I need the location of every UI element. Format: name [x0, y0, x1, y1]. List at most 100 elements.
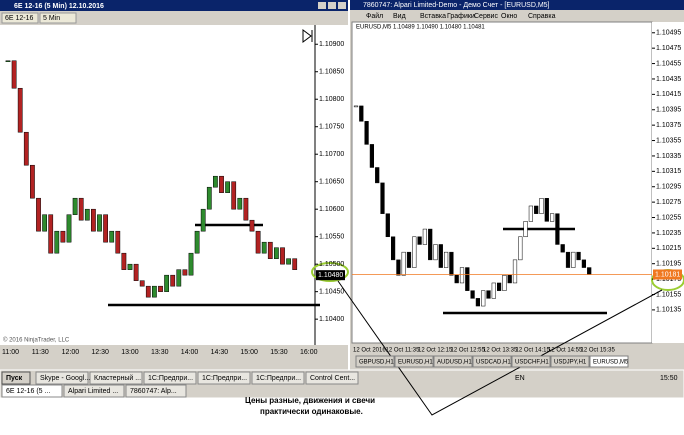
candle [255, 230, 261, 254]
x-tick-label: 11:00 [2, 349, 19, 356]
toolbar-button[interactable] [1, 12, 39, 24]
candle [560, 244, 565, 253]
candle [412, 236, 417, 268]
candle [158, 285, 163, 292]
x-tick-label: 12:00 [62, 349, 80, 356]
candle [5, 60, 11, 62]
toolbar-label: 5 Min [43, 15, 60, 22]
minimize-button[interactable] [318, 2, 326, 9]
start-label: Пуск [6, 375, 23, 382]
symbol-tab-label: USDCHF,H1 [515, 360, 549, 366]
candle [481, 290, 486, 307]
menu-item[interactable]: Сервис [474, 13, 498, 20]
candle [292, 258, 298, 270]
symbol-tab[interactable] [511, 355, 551, 368]
y-tick-label: 1.10850 [319, 69, 344, 76]
y-tick-label: 1.10550 [319, 234, 344, 241]
task-button[interactable] [143, 371, 197, 385]
task-label: 6E 12-16 (5 ... [6, 388, 50, 395]
candle [428, 228, 433, 261]
candle [454, 275, 459, 284]
start-button[interactable] [1, 371, 31, 385]
candle [225, 181, 230, 193]
candle [396, 259, 401, 276]
candle [544, 198, 549, 222]
left-plot [0, 25, 315, 345]
candle [182, 269, 188, 276]
candle [512, 259, 518, 284]
candle [465, 267, 470, 291]
menu-item[interactable]: Файл [366, 12, 383, 20]
candle [54, 230, 60, 254]
task-button[interactable] [35, 371, 89, 385]
close-button[interactable] [338, 2, 346, 9]
x-tick-label: 12 Oct 2016 [353, 348, 386, 354]
candle [48, 214, 54, 254]
candle [401, 251, 406, 276]
y-tick-label: 1.10375 [656, 122, 681, 129]
symbol-tab[interactable] [433, 355, 473, 368]
candle [249, 219, 255, 232]
y-tick-label: 1.10355 [656, 137, 681, 144]
toolbar-button[interactable] [39, 12, 77, 24]
candle [121, 252, 127, 270]
task-button[interactable] [251, 371, 305, 385]
menu-item[interactable]: Окно [501, 13, 517, 20]
symbol-tab-label: GBPUSD,H1 [359, 360, 394, 366]
y-tick-label: 1.10255 [656, 214, 681, 221]
symbol-tab[interactable] [394, 355, 434, 368]
candle [23, 131, 29, 166]
menu-item[interactable]: Справка [528, 13, 556, 20]
symbol-tab[interactable] [472, 355, 512, 368]
task-label: Кластерный ... [94, 374, 141, 382]
candle [470, 290, 475, 299]
symbol-tab[interactable] [550, 355, 590, 368]
y-tick-label: 1.10400 [319, 316, 344, 323]
task-button[interactable] [89, 371, 143, 385]
candle [72, 197, 78, 215]
scroll-icon[interactable] [302, 29, 313, 43]
candle [286, 258, 291, 265]
task-button[interactable] [1, 384, 63, 398]
left-titlebar [0, 0, 348, 11]
y-tick-label: 1.10450 [319, 289, 344, 296]
candle [486, 290, 491, 299]
toolbar-label: 6E 12-16 [5, 15, 34, 22]
candle [459, 267, 465, 284]
candle [188, 252, 194, 276]
candle [219, 175, 224, 193]
task-button[interactable] [197, 371, 251, 385]
candle [406, 251, 412, 268]
y-tick-label: 1.10155 [656, 291, 681, 298]
candle [60, 230, 66, 243]
candle [145, 285, 151, 298]
menu-item[interactable]: Вставка [420, 13, 446, 20]
candle [449, 251, 454, 276]
task-button[interactable] [305, 371, 359, 385]
x-tick-label: 12 Oct 15:35 [581, 348, 616, 354]
candle [359, 105, 364, 122]
maximize-button[interactable] [328, 2, 336, 9]
symbol-tab[interactable] [355, 355, 395, 368]
language[interactable]: EN [515, 375, 525, 382]
y-tick-label: 1.10475 [656, 45, 681, 52]
right-plot [351, 21, 653, 344]
candle [42, 214, 47, 232]
candle [237, 197, 243, 210]
candle [115, 230, 121, 254]
menu-item[interactable]: Графики [447, 13, 475, 20]
symbol-tab[interactable] [589, 355, 629, 368]
candle [587, 267, 592, 275]
y-tick-label: 1.10700 [319, 151, 344, 158]
task-button[interactable] [125, 384, 187, 398]
candle [274, 247, 279, 259]
x-tick-label: 13:30 [151, 349, 169, 356]
candle [528, 205, 534, 222]
task-button[interactable] [63, 384, 125, 398]
menu-item[interactable]: Вид [393, 13, 406, 20]
candle [11, 60, 17, 89]
highlight-ellipse [311, 262, 349, 282]
candle [243, 197, 249, 221]
candle [417, 236, 422, 245]
candle [200, 208, 206, 232]
